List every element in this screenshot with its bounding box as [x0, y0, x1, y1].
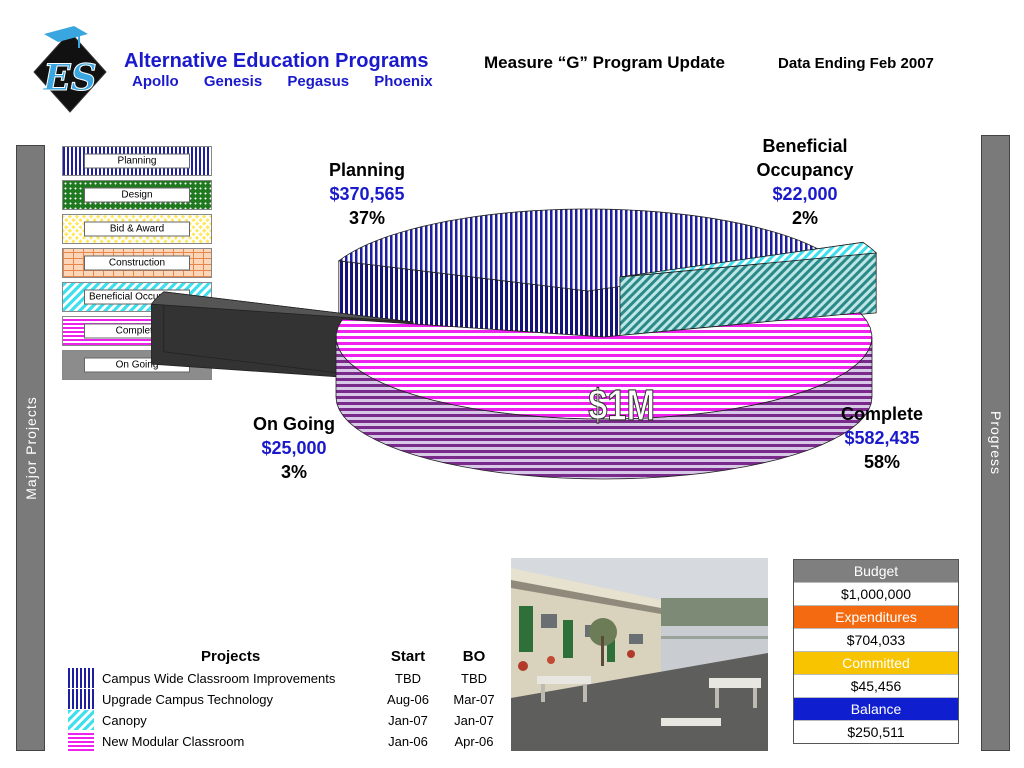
table-row: New Modular Classroom Jan-06 Apr-06: [66, 731, 506, 752]
legend-label: Planning: [84, 153, 190, 169]
budget-header: Budget: [794, 560, 958, 582]
slice-amount: $25,000: [261, 438, 327, 458]
project-bo: Jan-07: [454, 713, 494, 728]
committed-value: $45,456: [794, 674, 958, 697]
projects-column-header: Projects: [201, 648, 261, 665]
legend-item-design: Design: [62, 180, 212, 210]
slice-name: Planning: [329, 160, 405, 180]
project-start: TBD: [395, 671, 421, 686]
slice-amount: $22,000: [772, 184, 838, 204]
balance-value: $250,511: [794, 720, 958, 743]
program-name: Apollo: [132, 73, 179, 90]
es-logo: ES: [33, 26, 107, 113]
project-name: Campus Wide Classroom Improvements: [102, 671, 336, 686]
progress-sidebar: Progress: [981, 135, 1010, 751]
start-column-header: Start: [390, 648, 426, 665]
pie-slices: [150, 208, 878, 480]
project-start: Jan-06: [388, 734, 428, 749]
program-list: Apollo Genesis Pegasus Phoenix: [132, 73, 454, 90]
slice-percent: 58%: [863, 452, 901, 472]
pie-center-label: $1M: [588, 381, 655, 430]
project-bo: Mar-07: [453, 692, 495, 707]
program-name: Genesis: [203, 73, 263, 90]
program-name: Phoenix: [374, 73, 433, 90]
expenditures-value: $704,033: [794, 628, 958, 651]
project-name: New Modular Classroom: [102, 734, 245, 749]
data-ending-note: Data Ending Feb 2007: [778, 55, 934, 72]
pie-slice-beneficial-occupancy: [619, 241, 878, 338]
legend-item-construction: Construction: [62, 248, 212, 278]
pie-slice-complete: [335, 312, 873, 480]
projects-table: Projects Start BO Campus Wide Classroom …: [66, 646, 506, 752]
committed-header: Committed: [794, 651, 958, 674]
slice-name-line1: Beneficial: [762, 136, 848, 156]
balance-header: Balance: [794, 697, 958, 720]
pie-label-beneficial-occupancy: Beneficial Occupancy $22,000 2%: [740, 134, 870, 230]
legend-label: Design: [84, 187, 190, 203]
pie-label-planning: Planning $370,565 37%: [310, 158, 424, 230]
modular-classroom-photo: [511, 558, 768, 751]
beneficial-occupancy-pattern-swatch: [68, 710, 94, 730]
budget-value: $1,000,000: [794, 582, 958, 605]
app-title: Alternative Education Programs: [124, 50, 429, 72]
expenditures-header: Expenditures: [794, 605, 958, 628]
pie-label-on-going: On Going $25,000 3%: [234, 412, 354, 484]
table-row: Campus Wide Classroom Improvements TBD T…: [66, 668, 506, 689]
svg-text:ES: ES: [42, 57, 96, 99]
program-name: Pegasus: [287, 73, 350, 90]
project-start: Aug-06: [387, 692, 429, 707]
report-subtitle: Measure “G” Program Update: [484, 53, 725, 72]
bo-column-header: BO: [462, 648, 486, 665]
slice-amount: $370,565: [329, 184, 405, 204]
slice-name: On Going: [253, 414, 335, 434]
table-row: Canopy Jan-07 Jan-07: [66, 710, 506, 731]
pie-slice-top: [150, 291, 414, 323]
budget-summary-table: Budget $1,000,000 Expenditures $704,033 …: [793, 559, 959, 744]
legend-label: Bid & Award: [84, 221, 190, 237]
table-row: Upgrade Campus Technology Aug-06 Mar-07: [66, 689, 506, 710]
slice-name: Complete: [840, 404, 923, 424]
slice-percent: 2%: [791, 208, 818, 228]
legend-item-planning: Planning: [62, 146, 212, 176]
slice-percent: 37%: [348, 208, 386, 228]
pie-slice-top: [335, 312, 873, 420]
legend-item-bid-award: Bid & Award: [62, 214, 212, 244]
planning-pattern-swatch: [68, 668, 94, 688]
project-bo: TBD: [461, 671, 487, 686]
legend-label: Construction: [84, 255, 190, 271]
project-start: Jan-07: [388, 713, 428, 728]
slice-name-line2: Occupancy: [756, 160, 854, 180]
project-name: Upgrade Campus Technology: [102, 692, 274, 707]
planning-pattern-swatch: [68, 689, 94, 709]
pie-label-complete: Complete $582,435 58%: [822, 402, 942, 474]
projects-table-header: Projects Start BO: [66, 646, 506, 668]
slice-percent: 3%: [280, 462, 307, 482]
pie-slice-top: [619, 241, 878, 278]
project-bo: Apr-06: [454, 734, 494, 749]
complete-pattern-swatch: [68, 731, 94, 751]
slice-amount: $582,435: [844, 428, 920, 448]
project-name: Canopy: [102, 713, 147, 728]
major-projects-sidebar: Major Projects: [16, 145, 45, 751]
